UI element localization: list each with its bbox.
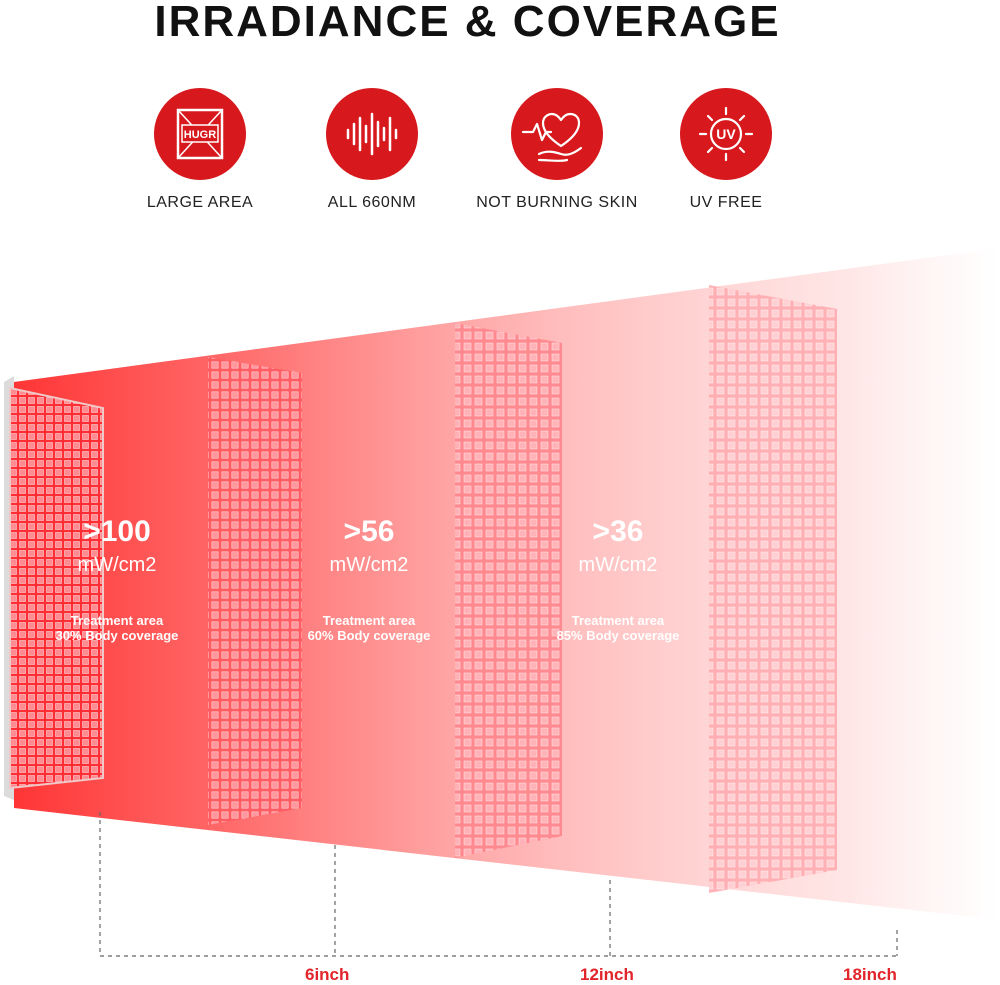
treatment-area-label: Treatment area [322,613,416,628]
treatment-area-label: Treatment area [571,613,665,628]
irradiance-value: >56 [343,515,395,548]
body-coverage-label: 60% Body coverage [307,628,431,643]
distance-label-12inch: 12inch [580,965,634,984]
uv-sun-icon: UV [680,88,772,180]
uv-badge: UV [716,126,736,142]
irradiance-value: >36 [592,515,644,548]
large-area-icon: HUGR [154,88,246,180]
feature-label-large-area: LARGE AREA [146,194,254,211]
feature-660nm: ALL 660NM [282,88,462,212]
feature-uv-free: UV UV FREE [636,88,816,212]
treatment-area-label: Treatment area [70,613,164,628]
body-coverage-label: 85% Body coverage [556,628,680,643]
heart-hand-icon [511,88,603,180]
irradiance-unit: mW/cm2 [77,554,157,576]
page-title: IRRADIANCE & COVERAGE [154,0,781,46]
distance-scale [99,812,898,957]
zone-18inch: >36 mW/cm2 Treatment area 85% Body cover… [518,515,718,643]
zone-6inch: >100 mW/cm2 Treatment area 30% Body cove… [17,515,217,643]
wavelength-icon [326,88,418,180]
body-coverage-label: 30% Body coverage [55,628,179,643]
coverage-panel-6inch [208,357,302,825]
feature-row: HUGR LARGE AREA ALL 660NM [0,88,1000,218]
coverage-panel-18inch [709,285,837,893]
zone-12inch: >56 mW/cm2 Treatment area 60% Body cover… [269,515,469,643]
feature-not-burning: NOT BURNING SKIN [467,88,647,212]
feature-label-660nm: ALL 660NM [327,194,417,211]
irradiance-unit: mW/cm2 [578,554,658,576]
coverage-panel-12inch [455,323,562,858]
led-panel-device [4,376,104,800]
feature-large-area: HUGR LARGE AREA [110,88,290,212]
irradiance-unit: mW/cm2 [329,554,409,576]
irradiance-value: >100 [83,515,151,548]
feature-label-not-burning: NOT BURNING SKIN [476,194,638,211]
distance-label-6inch: 6inch [305,965,350,984]
large-area-badge: HUGR [184,129,216,141]
distance-label-18inch: 18inch [843,965,897,984]
feature-label-uv-free: UV FREE [689,194,763,211]
